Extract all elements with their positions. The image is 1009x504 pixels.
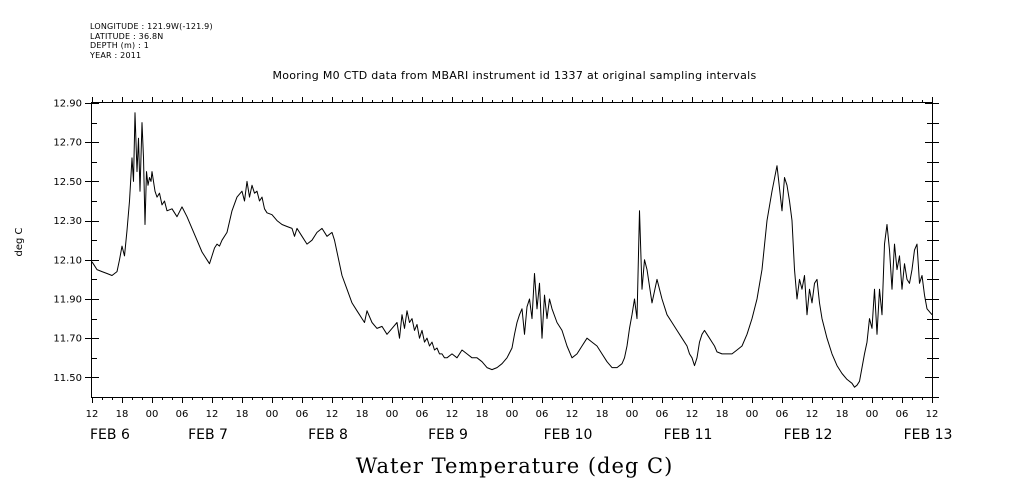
x-hour-label: 18 bbox=[116, 409, 129, 420]
x-hour-label: 12 bbox=[446, 409, 459, 420]
x-date-label: FEB 13 bbox=[904, 427, 953, 443]
location-metadata: LONGITUDE : 121.9W(-121.9) LATITUDE : 36… bbox=[90, 22, 213, 60]
longitude-text: LONGITUDE : 121.9W(-121.9) bbox=[90, 22, 213, 31]
x-axis: 12 18 00 06 12 18 00 06 12 18 00 06 12 18 00 06 12 18 00 06… bbox=[86, 97, 953, 443]
chart-title-wrap: Mooring M0 CTD data from MBARI instrumen… bbox=[0, 69, 1009, 82]
series-group bbox=[91, 112, 933, 388]
y-tick-label: 12.90 bbox=[53, 99, 82, 110]
x-hour-label: 00 bbox=[866, 409, 879, 420]
latitude-text: LATITUDE : 36.8N bbox=[90, 31, 164, 41]
y-tick-label: 12.50 bbox=[53, 177, 82, 188]
x-date-label: FEB 11 bbox=[664, 427, 713, 443]
x-hour-label: 12 bbox=[566, 409, 579, 420]
x-hour-label: 06 bbox=[656, 409, 669, 420]
x-hour-label: 18 bbox=[236, 409, 249, 420]
x-hour-label: 18 bbox=[716, 409, 729, 420]
y-tick-label: 11.70 bbox=[53, 334, 82, 345]
y-tick-label: 12.10 bbox=[53, 255, 82, 266]
x-hour-label: 06 bbox=[776, 409, 789, 420]
y-tick-label: 11.50 bbox=[53, 373, 82, 384]
x-hour-label: 12 bbox=[86, 409, 99, 420]
x-hour-label: 18 bbox=[836, 409, 849, 420]
x-hour-label: 18 bbox=[596, 409, 609, 420]
x-axis-label-wrap: Water Temperature (deg C) bbox=[0, 454, 1009, 478]
year-text: YEAR : 2011 bbox=[90, 50, 142, 60]
x-hour-label: 06 bbox=[536, 409, 549, 420]
x-hour-label: 00 bbox=[386, 409, 399, 420]
depth-text: DEPTH (m) : 1 bbox=[90, 41, 149, 50]
x-hour-label: 12 bbox=[926, 409, 939, 420]
x-hour-label: 06 bbox=[896, 409, 909, 420]
x-date-label: FEB 9 bbox=[428, 427, 468, 443]
x-axis-label: Water Temperature (deg C) bbox=[355, 454, 674, 478]
plot-frame bbox=[91, 102, 933, 398]
x-date-label: FEB 12 bbox=[784, 427, 833, 443]
x-date-label: FEB 10 bbox=[544, 427, 593, 443]
x-hour-label: 00 bbox=[146, 409, 159, 420]
x-hour-label: 00 bbox=[266, 409, 279, 420]
x-hour-label: 18 bbox=[476, 409, 489, 420]
x-hour-label: 12 bbox=[686, 409, 699, 420]
y-tick-label: 11.90 bbox=[53, 295, 82, 306]
x-hour-label: 06 bbox=[296, 409, 309, 420]
y-axis: 11.50 11.70 11.90 12.10 12.30 12.50 12.70 12.90 bbox=[53, 99, 939, 398]
x-hour-label: 12 bbox=[206, 409, 219, 420]
x-date-label: FEB 7 bbox=[188, 427, 228, 443]
x-date-label: FEB 8 bbox=[308, 427, 348, 443]
y-tick-label: 12.70 bbox=[53, 138, 82, 149]
x-hour-label: 18 bbox=[356, 409, 369, 420]
chart-title: Mooring M0 CTD data from MBARI instrumen… bbox=[272, 69, 757, 82]
x-hour-label: 00 bbox=[626, 409, 639, 420]
x-hour-label: 00 bbox=[746, 409, 759, 420]
temperature-series-line bbox=[91, 112, 933, 388]
y-tick-label: 12.30 bbox=[53, 216, 82, 227]
x-hour-label: 06 bbox=[416, 409, 429, 420]
x-hour-label: 00 bbox=[506, 409, 519, 420]
x-hour-label: 06 bbox=[176, 409, 189, 420]
x-date-label: FEB 6 bbox=[90, 427, 130, 443]
x-hour-label: 12 bbox=[326, 409, 339, 420]
x-hour-label: 12 bbox=[806, 409, 819, 420]
